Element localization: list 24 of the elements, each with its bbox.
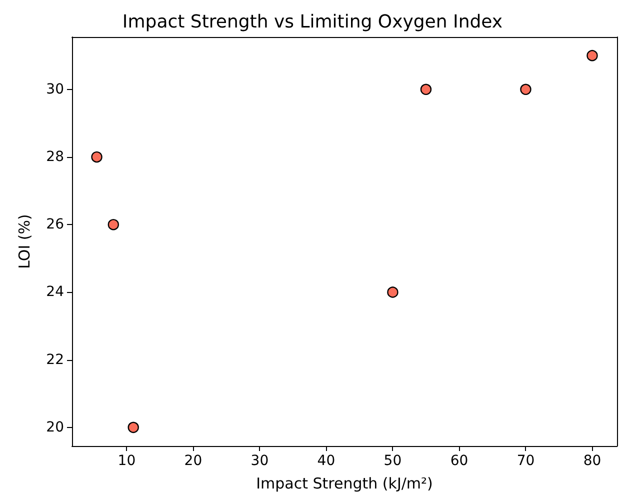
chart-title: Impact Strength vs Limiting Oxygen Index bbox=[122, 12, 503, 32]
point bbox=[128, 422, 139, 434]
x-tick-label: 60 bbox=[450, 453, 468, 469]
y-axis-title: LOI (%) bbox=[16, 214, 34, 269]
x-tick-label: 10 bbox=[118, 453, 136, 469]
x-tick-label: 70 bbox=[516, 453, 535, 469]
x-tick-label: 80 bbox=[583, 453, 602, 469]
y-tick-label: 22 bbox=[46, 352, 64, 368]
point bbox=[387, 286, 398, 298]
point bbox=[420, 84, 432, 95]
point bbox=[91, 151, 102, 163]
x-tick-label: 50 bbox=[384, 453, 402, 469]
y-tick-label: 28 bbox=[46, 148, 64, 165]
point bbox=[520, 84, 532, 95]
x-tick-label: 40 bbox=[317, 453, 336, 469]
x-tick-label: 30 bbox=[250, 453, 269, 469]
point bbox=[108, 219, 119, 230]
point bbox=[586, 50, 598, 62]
y-tick-label: 30 bbox=[46, 81, 64, 98]
y-tick-label: 20 bbox=[46, 419, 64, 436]
x-axis-title: Impact Strength (kJ/m²) bbox=[256, 474, 433, 492]
y-tick-label: 26 bbox=[46, 216, 64, 233]
y-tick-label: 24 bbox=[46, 284, 64, 300]
x-tick-label: 20 bbox=[184, 453, 202, 469]
